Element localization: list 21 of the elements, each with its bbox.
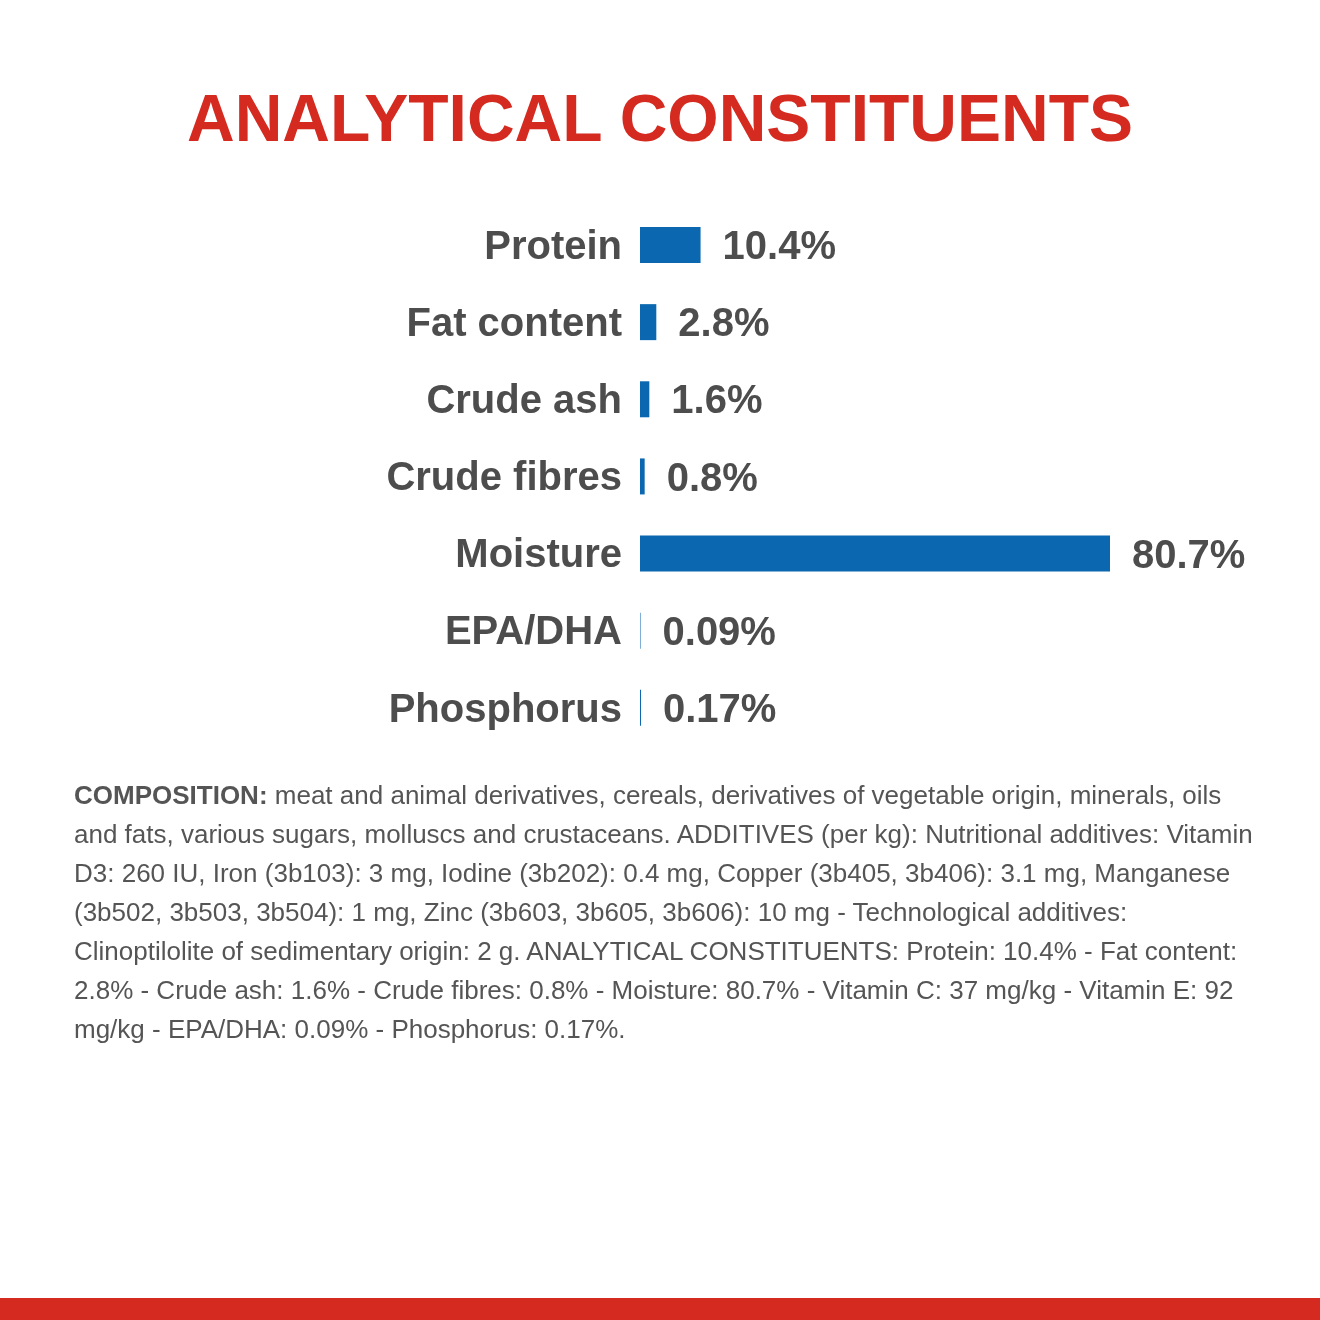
data-label: 10.4% (722, 223, 836, 268)
chart-title: ANALYTICAL CONSTITUENTS (185, 80, 1134, 156)
y-tick-label: Protein (484, 222, 622, 267)
data-label: 0.17% (662, 686, 777, 731)
y-tick-label: Crude fibres (386, 454, 622, 499)
data-label: 80.7% (1132, 531, 1246, 576)
bar (640, 458, 645, 495)
text: COMPOSITION: meat and animal derivatives, cereals, derivatives of vegetable origin, minerals, oils and fats, various sugars, molluscs and crustaceans. ADDITIVES (per kg): Nutritional additives: Vitamin D3: 260 IU, Iron (3b103): 3 mg, Iodine (3b202): 0.4 mg, Copper (3b405, 3b406): 3.1 mg, Manganese (3b502, 3b503, 3b504): 1 mg, Zinc (3b603, 3b605, 3b606): 10 mg - Technological additives: Clinoptilolite of sedimentary origin: 2 g. ANALYTICAL CONSTITUENTS: Protein: 10.4% - Fat content: 2.8% - Crude ash: 1.6% - Crude fibres: 0.8% - Moisture: 80.7% - Vitamin C: 37 mg/kg - Vitamin E: 92 mg/kg - EPA/DHA: 0.09% - Phosphorus: 0.17%. (74, 780, 1253, 1044)
y-tick-label: EPA/DHA (444, 608, 622, 653)
y-tick-label: Phosphorus (388, 685, 622, 730)
data-label: 1.6% (671, 377, 763, 422)
y-tick-label: Crude ash (426, 377, 622, 422)
bar (640, 227, 701, 263)
data-label: 0.8% (666, 454, 758, 499)
data-label: 2.8% (678, 300, 770, 345)
bar (640, 304, 657, 341)
bar (640, 381, 650, 418)
data-label: 0.09% (662, 608, 776, 653)
y-tick-label: Fat content (406, 299, 622, 344)
y-tick-label: Moisture (455, 531, 622, 576)
bar (640, 535, 1110, 572)
